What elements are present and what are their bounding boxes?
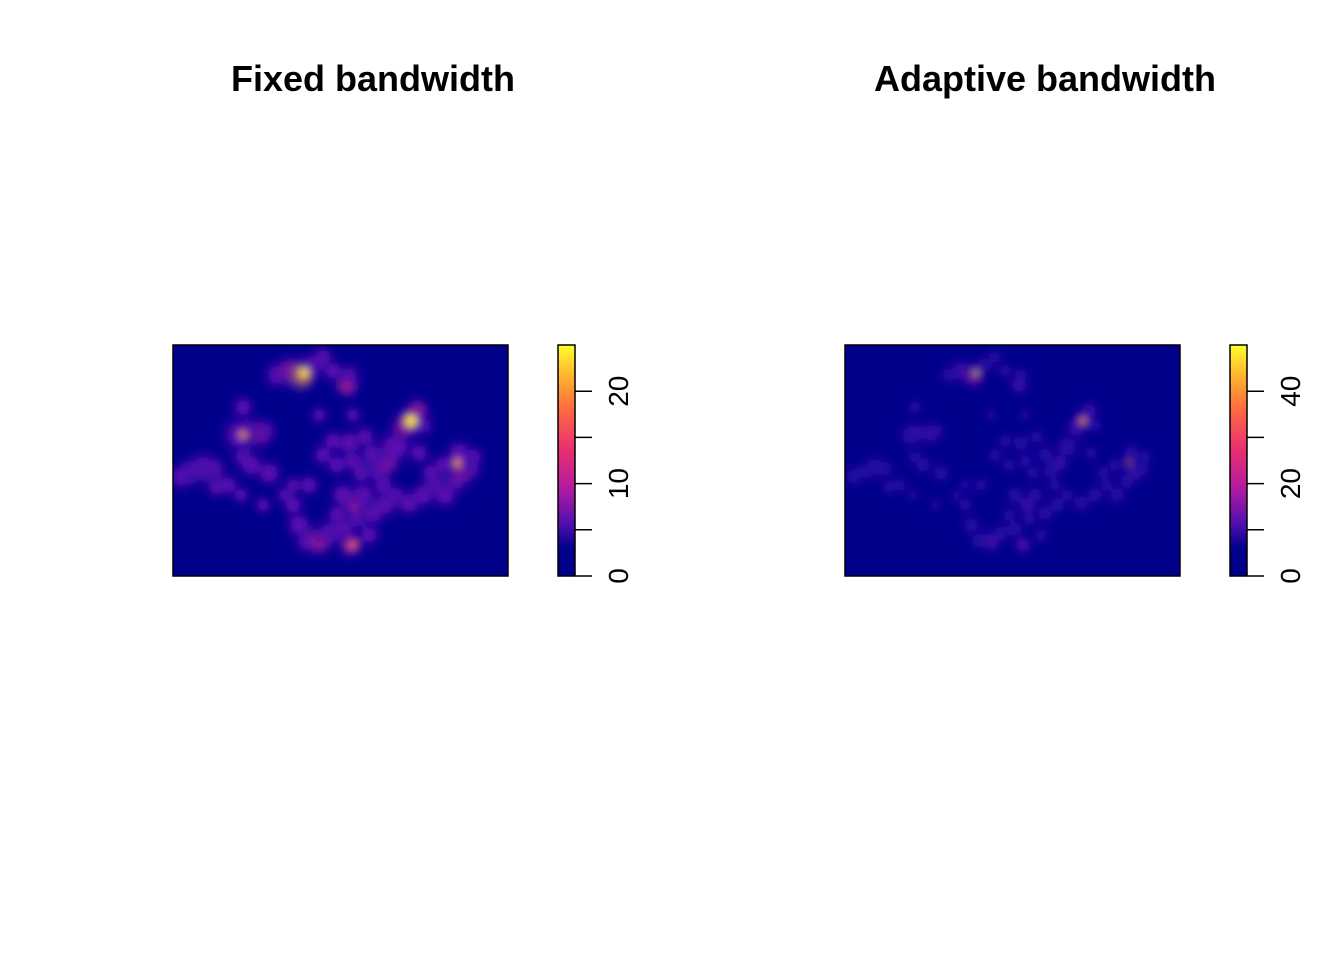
heatmap-adaptive-density <box>845 347 1155 557</box>
density-halo <box>308 404 330 426</box>
density-halo <box>324 452 350 478</box>
density-halo <box>252 418 278 444</box>
density-halo <box>342 404 364 426</box>
density-halo <box>1017 407 1033 423</box>
heatmap-fixed-frame <box>172 344 509 577</box>
density-hotspot <box>1080 418 1086 424</box>
density-halo <box>253 457 285 489</box>
colorbar-fixed-ticks: 0 10 20 <box>575 376 634 584</box>
heatmap-fixed-density <box>173 345 486 561</box>
density-halo <box>999 455 1019 475</box>
density-hotspot <box>240 432 246 438</box>
density-halo <box>1023 483 1047 507</box>
density-halo <box>1031 525 1051 545</box>
density-halo <box>1081 443 1101 463</box>
colorbar-fixed-tick-label: 10 <box>603 468 634 499</box>
density-halo <box>336 362 362 388</box>
density-halo <box>985 347 1005 367</box>
density-halo <box>410 412 436 438</box>
density-halo <box>949 487 965 503</box>
density-halo <box>1009 431 1033 455</box>
density-halo <box>230 394 256 420</box>
density-halo <box>905 487 921 503</box>
density-halo <box>905 397 925 417</box>
colorbar-adaptive-tick-label: 40 <box>1275 376 1306 407</box>
density-hotspot <box>350 542 356 548</box>
colorbar-adaptive: 0 20 40 <box>1229 344 1306 584</box>
colorbar-fixed-tick-label: 0 <box>603 568 634 584</box>
density-hotspot <box>299 368 309 378</box>
density-halo <box>344 506 370 532</box>
colorbar-fixed-tick-label: 20 <box>603 376 634 407</box>
density-halo <box>1015 451 1035 471</box>
chart-title-adaptive: Adaptive bandwidth <box>874 58 1216 99</box>
density-halo <box>357 439 389 471</box>
density-halo <box>999 505 1019 525</box>
colorbar-adaptive-ticks: 0 20 40 <box>1247 376 1306 584</box>
density-hotspot <box>405 415 417 427</box>
density-halo <box>995 361 1015 381</box>
density-hotspot <box>974 371 978 375</box>
density-hotspot <box>1127 461 1131 465</box>
colorbar-adaptive-tick-label: 0 <box>1275 568 1306 584</box>
heatmap-adaptive <box>844 344 1181 577</box>
density-halo <box>1045 475 1065 495</box>
density-halo <box>274 484 296 506</box>
density-halo <box>1135 447 1155 467</box>
density-halo <box>1105 455 1125 475</box>
density-hotspot <box>453 459 461 467</box>
density-halo <box>1011 365 1031 385</box>
density-halo <box>927 421 947 441</box>
density-halo <box>983 407 999 423</box>
density-halo <box>370 472 396 498</box>
density-halo <box>430 452 456 478</box>
density-halo <box>1033 443 1057 467</box>
density-halo <box>873 457 897 481</box>
density-halo <box>911 453 935 477</box>
density-halo <box>890 475 910 495</box>
density-halo <box>406 440 432 466</box>
density-halo <box>1085 415 1105 435</box>
density-halo <box>1027 427 1047 447</box>
colorbar-adaptive-tick-label: 20 <box>1275 468 1306 499</box>
density-halo <box>296 472 322 498</box>
colorbar-adaptive-ramp <box>1229 344 1248 577</box>
density-halo <box>995 431 1015 451</box>
density-halo <box>1011 533 1035 557</box>
colorbar-fixed-ramp <box>557 344 576 577</box>
heatmap-adaptive-frame <box>844 344 1181 577</box>
density-halo <box>252 494 274 516</box>
density-halo <box>985 445 1005 465</box>
chart-title-fixed: Fixed bandwidth <box>231 58 515 99</box>
density-halo <box>1019 509 1039 529</box>
colorbar-fixed: 0 10 20 <box>557 344 634 584</box>
density-halo <box>927 497 943 513</box>
density-halo <box>460 444 486 470</box>
density-halo <box>929 461 953 485</box>
density-halo <box>971 475 991 495</box>
heatmap-fixed <box>172 344 509 577</box>
density-halo <box>230 484 252 506</box>
